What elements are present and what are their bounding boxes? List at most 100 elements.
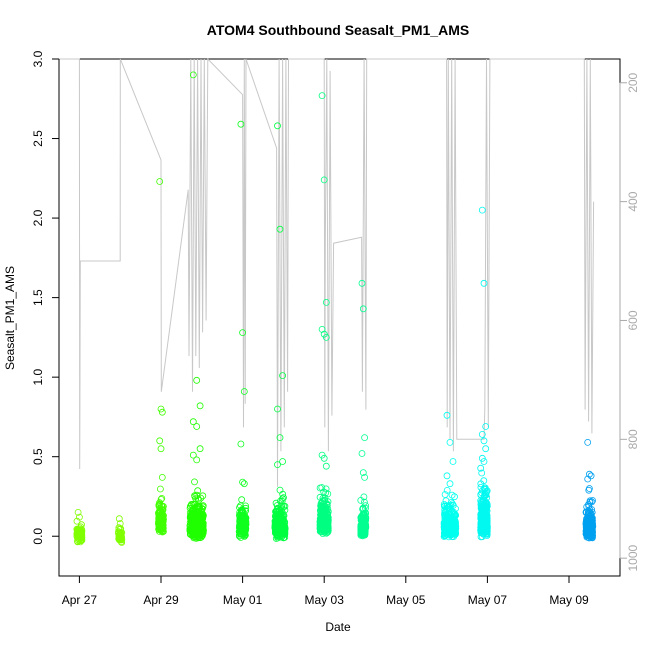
data-point [361,434,369,442]
data-point [586,470,593,478]
x-axis: Apr 27 Apr 29 May 01 May 03 May 05 May 07 May … [62,575,589,607]
data-point [482,423,490,430]
data-point [193,423,201,430]
data-point [443,472,451,480]
data-point [276,486,284,494]
data-point [239,329,247,337]
data-point [273,531,281,539]
data-point [193,376,201,384]
data-point [477,504,485,512]
x-tick-label: May 09 [549,593,589,607]
data-point [320,454,328,462]
data-point [191,478,198,486]
y-axis: 0.0 0.5 1.0 1.5 2.0 2.5 3.0 [31,50,60,545]
data-point [199,492,207,500]
data-point [359,505,367,513]
y-axis-label: Seasalt_PM1_AMS [3,266,17,370]
data-point [274,122,281,130]
y-tick-label: 0.5 [31,448,45,465]
data-point [477,483,485,491]
data-point [156,485,164,493]
data-point [440,533,448,540]
data-point [195,502,203,510]
data-point [193,507,200,515]
data-point [278,497,286,505]
data-point [236,518,244,526]
data-point [324,522,332,530]
data-point [189,451,197,459]
data-point [584,438,592,446]
data-point [276,225,284,233]
data-point [281,502,289,510]
data-point [478,430,486,438]
data-point [478,454,486,462]
data-point [444,518,452,526]
data-point [239,513,246,521]
data-point [443,486,451,494]
data-point [482,445,490,453]
data-point [480,279,488,287]
data-point [360,531,368,538]
data-point [583,525,590,533]
data-point [192,522,200,530]
data-point [319,503,327,511]
chart-title: ATOM4 Southbound Seasalt_PM1_AMS [207,22,469,38]
data-point [237,440,245,448]
data-point [280,534,287,542]
data-point [441,509,449,517]
data-point [115,536,123,544]
data-point [117,533,125,540]
data-point [320,176,328,184]
data-point [188,528,196,536]
data-point [189,71,197,79]
data-point [158,473,166,481]
data-point [359,305,367,313]
data-point [583,531,590,538]
x-tick-label: Apr 27 [62,593,98,607]
data-point [447,498,455,506]
data-point [272,499,280,507]
data-point [587,472,595,480]
data-point [362,510,370,518]
data-point [478,509,486,517]
data-point [240,480,248,488]
data-point [272,535,280,542]
data-point [242,507,250,515]
x-axis-label: Date [325,620,351,634]
data-point [588,533,596,541]
data-point [481,527,489,535]
data-point [277,519,285,527]
data-point [477,464,485,472]
data-point [76,513,83,521]
data-point [479,520,487,527]
data-point [446,480,454,488]
x-tick-label: May 05 [386,593,426,607]
data-point [452,505,459,513]
data-point [159,524,167,532]
data-point [361,530,368,538]
data-point [322,489,330,497]
data-point [272,511,280,518]
data-point [584,519,591,526]
data-point [357,514,365,521]
data-point [588,514,596,521]
data-point [157,495,165,503]
data-point [188,506,196,514]
data-point [586,485,593,492]
data-point [238,496,246,504]
x-tick-label: May 01 [223,593,263,607]
data-point [449,519,457,527]
data-point [478,469,486,477]
altitude-line-layer [59,57,595,487]
data-point [194,487,202,495]
y-tick-label: 2.0 [31,209,45,226]
data-point [276,434,284,442]
data-point [238,522,246,529]
data-point [478,527,486,535]
data-point [358,279,366,287]
data-point [281,506,289,514]
data-point [155,501,163,509]
data-point [320,513,328,521]
data-point [242,502,250,510]
data-point [278,532,286,540]
